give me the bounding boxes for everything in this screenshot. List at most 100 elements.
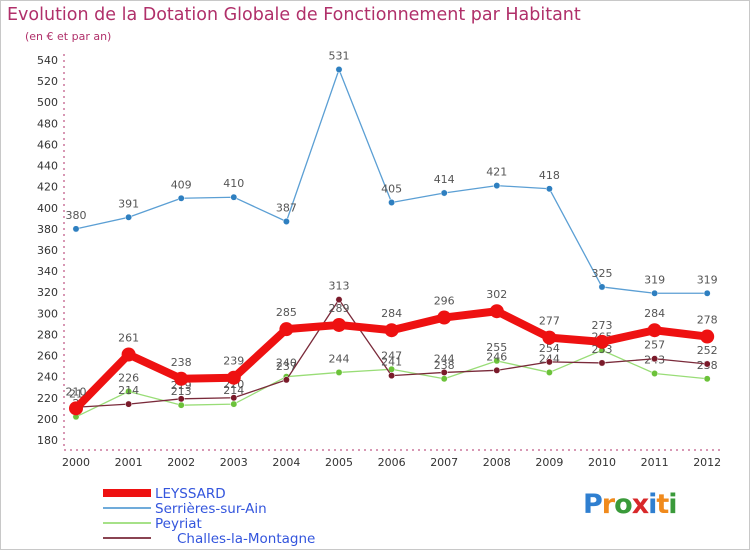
logo-letter: P — [583, 489, 603, 520]
data-label: 409 — [171, 178, 192, 191]
data-label: 325 — [592, 267, 613, 280]
data-point — [282, 376, 290, 384]
y-tick-label: 420 — [37, 181, 58, 194]
x-tick-label: 2010 — [588, 456, 616, 469]
data-point — [493, 357, 501, 365]
x-tick-label: 2009 — [535, 456, 563, 469]
logo-letter: x — [631, 489, 649, 520]
data-label: 246 — [486, 350, 507, 363]
y-tick-label: 340 — [37, 265, 58, 278]
data-label: 421 — [486, 166, 507, 179]
data-label: 237 — [276, 360, 297, 373]
data-point — [72, 225, 80, 233]
data-label: 410 — [223, 177, 244, 190]
data-point — [545, 358, 553, 366]
x-tick-label: 2011 — [641, 456, 669, 469]
data-label: 214 — [223, 384, 244, 397]
chart-title: Evolution de la Dotation Globale de Fonc… — [7, 5, 581, 25]
data-label: 214 — [118, 384, 139, 397]
y-tick-label: 360 — [37, 244, 58, 257]
data-label: 405 — [381, 183, 402, 196]
data-point — [700, 329, 715, 344]
data-point — [388, 199, 396, 206]
data-label: 319 — [644, 273, 665, 286]
y-tick-label: 200 — [37, 413, 58, 426]
data-point — [651, 289, 659, 297]
data-label: 241 — [381, 356, 402, 369]
data-point — [651, 355, 659, 363]
logo-letter: i — [648, 489, 657, 520]
legend-label: LEYSSARD — [155, 486, 226, 502]
data-label: 213 — [171, 385, 192, 398]
data-label: 239 — [223, 355, 244, 368]
data-label: 313 — [329, 280, 350, 293]
y-tick-label: 500 — [37, 96, 58, 109]
data-label: 418 — [539, 169, 560, 182]
y-tick-label: 320 — [37, 286, 58, 299]
x-tick-label: 2006 — [378, 456, 406, 469]
data-point — [545, 185, 553, 193]
x-tick-label: 2004 — [272, 456, 300, 469]
data-label: 273 — [592, 319, 613, 332]
data-point — [440, 189, 448, 197]
data-point — [598, 283, 606, 291]
data-label: 210 — [66, 385, 87, 398]
data-label: 255 — [486, 341, 507, 354]
data-point — [125, 213, 133, 221]
data-label: 289 — [329, 302, 350, 315]
y-tick-label: 400 — [37, 202, 58, 215]
data-label: 319 — [697, 273, 718, 286]
x-tick-label: 2002 — [167, 456, 195, 469]
data-label: 238 — [434, 359, 455, 372]
data-point — [177, 401, 185, 409]
data-point — [279, 322, 294, 337]
data-point — [703, 289, 711, 297]
x-tick-label: 2012 — [693, 456, 721, 469]
data-label: 391 — [118, 197, 139, 210]
data-label: 531 — [329, 50, 350, 63]
data-label: 244 — [329, 352, 350, 365]
data-label: 257 — [644, 339, 665, 352]
y-tick-label: 460 — [37, 138, 58, 151]
x-tick-label: 2005 — [325, 456, 353, 469]
data-point — [177, 194, 185, 202]
data-point — [125, 387, 133, 395]
data-label: 226 — [118, 371, 139, 384]
data-point — [437, 310, 452, 325]
data-label: 278 — [697, 314, 718, 327]
y-tick-label: 240 — [37, 371, 58, 384]
data-label: 387 — [276, 202, 297, 215]
y-tick-label: 480 — [37, 117, 58, 130]
data-point — [440, 368, 448, 376]
y-tick-label: 220 — [37, 392, 58, 405]
data-label: 244 — [434, 352, 455, 365]
legend-label: Serrières-sur-Ain — [155, 501, 267, 517]
y-tick-label: 260 — [37, 350, 58, 363]
data-label: 254 — [539, 342, 560, 355]
data-point — [230, 193, 238, 201]
data-point — [335, 368, 343, 376]
data-point — [647, 323, 662, 338]
data-point — [282, 218, 290, 225]
y-tick-label: 520 — [37, 75, 58, 88]
y-tick-label: 440 — [37, 160, 58, 173]
data-point — [545, 368, 553, 376]
data-point — [703, 360, 711, 368]
data-point — [493, 182, 501, 190]
logo-letter: o — [614, 489, 633, 520]
proxiti-logo: Proxiti — [583, 489, 678, 520]
data-point — [542, 330, 557, 345]
legend-label: Peyriat — [155, 516, 202, 532]
y-tick-label: 380 — [37, 223, 58, 236]
data-point — [69, 401, 83, 416]
data-point — [125, 400, 133, 408]
data-point — [598, 359, 606, 367]
data-point — [703, 375, 711, 383]
data-label: 414 — [434, 173, 455, 186]
data-label: 284 — [381, 307, 402, 320]
data-point — [177, 395, 185, 403]
y-tick-label: 300 — [37, 307, 58, 320]
y-tick-label: 540 — [37, 54, 58, 67]
data-point — [335, 296, 343, 304]
